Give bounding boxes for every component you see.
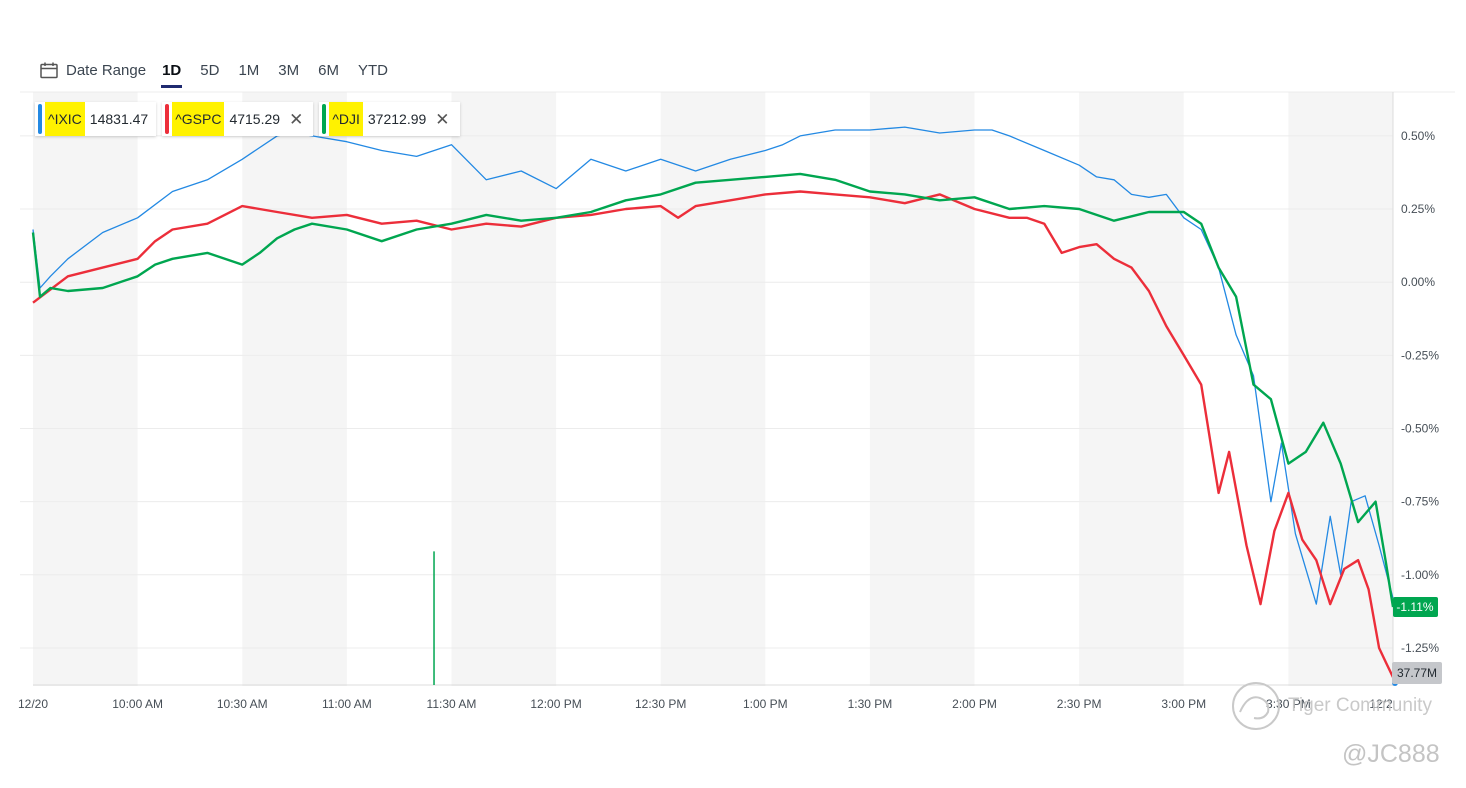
volume-end-label: 37.77M — [1397, 666, 1437, 680]
x-tick-label: 11:30 AM — [427, 697, 477, 711]
range-tab-5d[interactable]: 5D — [200, 61, 220, 79]
x-tick-label: 10:00 AM — [112, 697, 163, 711]
close-icon[interactable]: ✕ — [435, 109, 450, 129]
time-band — [242, 92, 347, 686]
time-band — [869, 92, 975, 686]
gspc-color-marker — [165, 104, 170, 134]
dji-end-badge — [1393, 596, 1438, 617]
date-range-label: Date Range — [66, 61, 147, 79]
chip-symbol: ^GSPC — [172, 102, 225, 136]
volume-end-badge — [1392, 662, 1442, 684]
y-tick-label: -1.25% — [1401, 641, 1439, 655]
series-line — [31, 172, 1395, 608]
chip-value: 37212.99 — [367, 111, 427, 127]
chip-symbol: ^DJI — [329, 102, 363, 136]
chip-value: 4715.29 — [229, 111, 281, 127]
tiger-logo-icon — [1232, 682, 1280, 730]
time-band — [33, 92, 138, 686]
date-range-button[interactable]: Date Range — [40, 62, 146, 79]
x-tick-label: 3:00 PM — [1161, 697, 1206, 711]
watermark-brand: Tiger Community — [1230, 680, 1432, 732]
x-tick-label: 2:30 PM — [1057, 697, 1102, 711]
chip-dji[interactable]: ^DJI 37212.99 ✕ — [319, 102, 460, 136]
watermark-handle: @JC888 — [1342, 740, 1440, 768]
chip-value: 14831.47 — [89, 111, 149, 127]
time-band — [1288, 92, 1393, 686]
chip-symbol: ^IXIC — [45, 102, 85, 136]
x-tick-label: 12:00 PM — [530, 697, 581, 711]
range-tab-1d[interactable]: 1D — [161, 61, 183, 88]
y-tick-label: 0.25% — [1401, 202, 1435, 216]
series-line — [32, 190, 1395, 678]
time-band — [660, 92, 766, 686]
x-tick-label: 10:30 AM — [217, 697, 268, 711]
y-tick-label: -0.75% — [1401, 495, 1439, 509]
calendar-icon — [40, 62, 58, 78]
x-tick-label: 1:30 PM — [848, 697, 893, 711]
x-tick-label: 3:30 PM — [1266, 697, 1311, 711]
x-tick-label: 2:00 PM — [952, 697, 997, 711]
symbol-chips: ^IXIC 14831.47 ^GSPC 4715.29 ✕ ^DJI 3721… — [35, 102, 466, 136]
time-band — [451, 92, 557, 686]
close-icon[interactable]: ✕ — [289, 109, 304, 129]
y-tick-label: -0.25% — [1401, 348, 1439, 362]
x-tick-label: 12/20 — [18, 697, 48, 711]
y-tick-label: -1.00% — [1401, 568, 1439, 582]
dji-color-marker — [322, 104, 327, 134]
time-band — [1079, 92, 1184, 686]
watermark-brand-text: Tiger Community — [1288, 695, 1432, 716]
x-tick-label: 12:30 PM — [635, 697, 686, 711]
range-tab-3m[interactable]: 3M — [278, 61, 300, 79]
x-tick-label: 1:00 PM — [743, 697, 788, 711]
chip-gspc[interactable]: ^GSPC 4715.29 ✕ — [162, 102, 314, 136]
y-tick-label: 0.50% — [1401, 129, 1435, 143]
chip-ixic[interactable]: ^IXIC 14831.47 — [35, 102, 157, 136]
ixic-color-marker — [38, 104, 42, 134]
range-toolbar: Date Range 1D 5D 1M 3M 6M YTD — [40, 58, 407, 88]
x-tick-label: 11:00 AM — [322, 697, 372, 711]
range-tab-6m[interactable]: 6M — [318, 61, 339, 79]
y-tick-label: 0.00% — [1401, 275, 1435, 289]
range-tab-ytd[interactable]: YTD — [357, 61, 388, 79]
y-tick-label: -0.50% — [1401, 422, 1439, 436]
x-tick-label: 12/2 — [1369, 697, 1393, 711]
range-tab-1m[interactable]: 1M — [238, 61, 260, 79]
dji-end-label: -1.11% — [1396, 600, 1433, 614]
